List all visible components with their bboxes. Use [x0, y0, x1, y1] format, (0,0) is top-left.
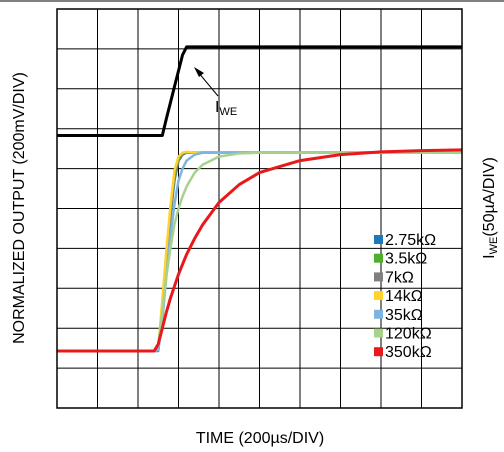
legend-swatch: [374, 253, 383, 263]
x-axis-label: TIME (200µs/DIV): [196, 430, 324, 447]
annotation-arrow: [197, 71, 219, 97]
y-axis-label: NORMALIZED OUTPUT (200mV/DIV): [11, 72, 28, 344]
series-line: [57, 45, 462, 137]
legend-swatch: [374, 291, 383, 301]
legend-swatch: [374, 328, 383, 338]
annotation: IWE: [215, 99, 237, 118]
legend-swatch: [374, 347, 383, 357]
legend-swatch: [374, 235, 383, 244]
legend-label: 7kΩ: [385, 269, 414, 286]
legend-label: 120kΩ: [385, 326, 432, 343]
arrow-head: [194, 67, 204, 77]
y2-label-sub: WE: [488, 237, 500, 255]
annotation-sub: WE: [219, 106, 237, 118]
annotation-main: I: [215, 99, 219, 116]
legend-swatch: [374, 309, 383, 319]
legend-label: 35kΩ: [385, 307, 423, 324]
legend-label: 350kΩ: [385, 344, 432, 361]
y2-label-main: I: [481, 254, 498, 258]
series-line: [57, 148, 463, 353]
plot-frame: [56, 8, 463, 409]
y2-axis-label: IWE(50µA/DIV): [481, 157, 500, 259]
y2-label-rest: (50µA/DIV): [481, 157, 498, 236]
series-line: [57, 151, 462, 353]
plot-lines: [57, 45, 463, 353]
legend-label: 14kΩ: [385, 288, 423, 305]
legend-swatch: [374, 272, 383, 282]
legend-label: 3.5kΩ: [385, 251, 427, 268]
legend-label: 2.75kΩ: [385, 232, 436, 249]
